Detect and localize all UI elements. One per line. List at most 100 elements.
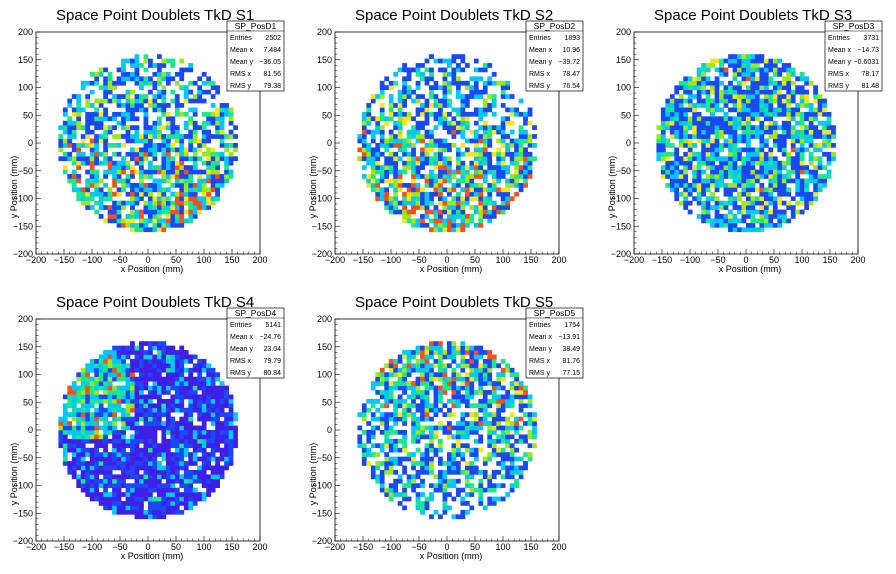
heatmap-cell — [161, 174, 167, 179]
heatmap-cell — [746, 200, 751, 206]
heatmap-cell — [487, 107, 493, 113]
heatmap-cell — [206, 456, 212, 462]
heatmap-cell — [442, 496, 448, 502]
heatmap-cell — [188, 196, 194, 202]
heatmap-cell — [491, 151, 497, 157]
heatmap-cell — [192, 156, 198, 162]
heatmap-cell — [790, 129, 796, 135]
heatmap-cell — [478, 496, 484, 502]
heatmap-cell — [746, 138, 751, 144]
heatmap-cell — [134, 209, 140, 215]
heatmap-cell — [732, 107, 738, 113]
heatmap-cell — [768, 67, 774, 73]
heatmap-cell — [375, 390, 381, 395]
heatmap-cell — [224, 416, 229, 422]
heatmap-cell — [228, 412, 234, 417]
heatmap-cell — [361, 174, 367, 179]
heatmap-cell — [487, 125, 493, 130]
heatmap-cell — [116, 496, 122, 502]
heatmap-cell — [509, 107, 515, 113]
heatmap-cell — [741, 174, 747, 179]
heatmap-cell — [411, 134, 416, 139]
heatmap-cell — [660, 151, 666, 157]
heatmap-cell — [152, 452, 158, 457]
heatmap-cell — [473, 107, 479, 113]
heatmap-cell — [406, 200, 412, 206]
heatmap-cell — [161, 63, 167, 68]
x-tick-label: 200 — [850, 255, 865, 265]
heatmap-cell — [710, 98, 715, 104]
heatmap-cell — [94, 478, 100, 484]
y-tick-label: 100 — [18, 83, 33, 93]
heatmap-cell — [500, 191, 506, 197]
heatmap-cell — [442, 196, 448, 202]
heatmap-cell — [152, 354, 158, 360]
heatmap-cell — [678, 80, 684, 86]
heatmap-cell — [215, 385, 220, 391]
heatmap-cell — [656, 125, 662, 130]
heatmap-cell — [723, 67, 729, 73]
heatmap-cell — [393, 398, 399, 404]
heatmap-cell — [402, 94, 407, 99]
heatmap-cell — [406, 116, 412, 122]
heatmap-cell — [192, 187, 198, 193]
heatmap-cell — [357, 156, 363, 162]
heatmap-cell — [424, 205, 430, 210]
heatmap-cell — [669, 160, 675, 166]
heatmap-cell — [116, 509, 122, 515]
heatmap-cell — [447, 492, 452, 497]
heatmap-cell — [112, 456, 117, 462]
heatmap-cell — [156, 80, 162, 86]
heatmap-cell — [397, 111, 403, 117]
heatmap-cell — [179, 390, 185, 395]
heatmap-cell — [80, 372, 86, 378]
heatmap-cell — [741, 187, 747, 193]
heatmap-cell — [210, 156, 216, 162]
heatmap-cell — [156, 509, 162, 515]
heatmap-cell — [121, 345, 126, 351]
heatmap-cell — [447, 421, 452, 426]
heatmap-cell — [188, 174, 194, 179]
heatmap-cell — [813, 129, 818, 135]
heatmap-cell — [719, 160, 724, 166]
heatmap-cell — [750, 209, 756, 215]
heatmap-cell — [406, 111, 412, 117]
heatmap-cell — [509, 129, 515, 135]
heatmap-cell — [464, 218, 470, 224]
heatmap-cell — [772, 67, 778, 73]
heatmap-cell — [692, 165, 698, 170]
heatmap-cell — [777, 89, 783, 95]
heatmap-cell — [701, 218, 706, 224]
heatmap-cell — [491, 94, 497, 99]
heatmap-cell — [754, 129, 760, 135]
heatmap-cell — [411, 89, 416, 95]
heatmap-cell — [790, 89, 796, 95]
heatmap-cell — [366, 160, 372, 166]
heatmap-cell — [763, 85, 769, 91]
heatmap-cell — [768, 107, 774, 113]
heatmap-cell — [62, 120, 68, 126]
heatmap-cell — [210, 416, 216, 422]
heatmap-cell — [165, 169, 171, 175]
x-axis-label: x Position (mm) — [420, 264, 483, 274]
heatmap-cell — [763, 191, 769, 197]
heatmap-cell — [460, 514, 466, 520]
heatmap-cell — [121, 474, 126, 480]
heatmap-cell — [402, 385, 407, 391]
heatmap-cell — [482, 125, 488, 130]
heatmap-cell — [518, 111, 524, 117]
heatmap-cell — [705, 94, 711, 99]
heatmap-cell — [723, 103, 729, 108]
heatmap-cell — [94, 425, 100, 431]
heatmap-cell — [741, 160, 747, 166]
heatmap-cell — [370, 452, 376, 457]
heatmap-cell — [451, 403, 457, 409]
heatmap-cell — [442, 71, 448, 77]
heatmap-cell — [188, 434, 194, 440]
heatmap-cell — [143, 354, 149, 360]
heatmap-cell — [121, 76, 126, 82]
heatmap-cell — [429, 416, 434, 422]
heatmap-cell — [790, 178, 796, 184]
heatmap-cell — [361, 452, 367, 457]
heatmap-cell — [424, 354, 430, 360]
